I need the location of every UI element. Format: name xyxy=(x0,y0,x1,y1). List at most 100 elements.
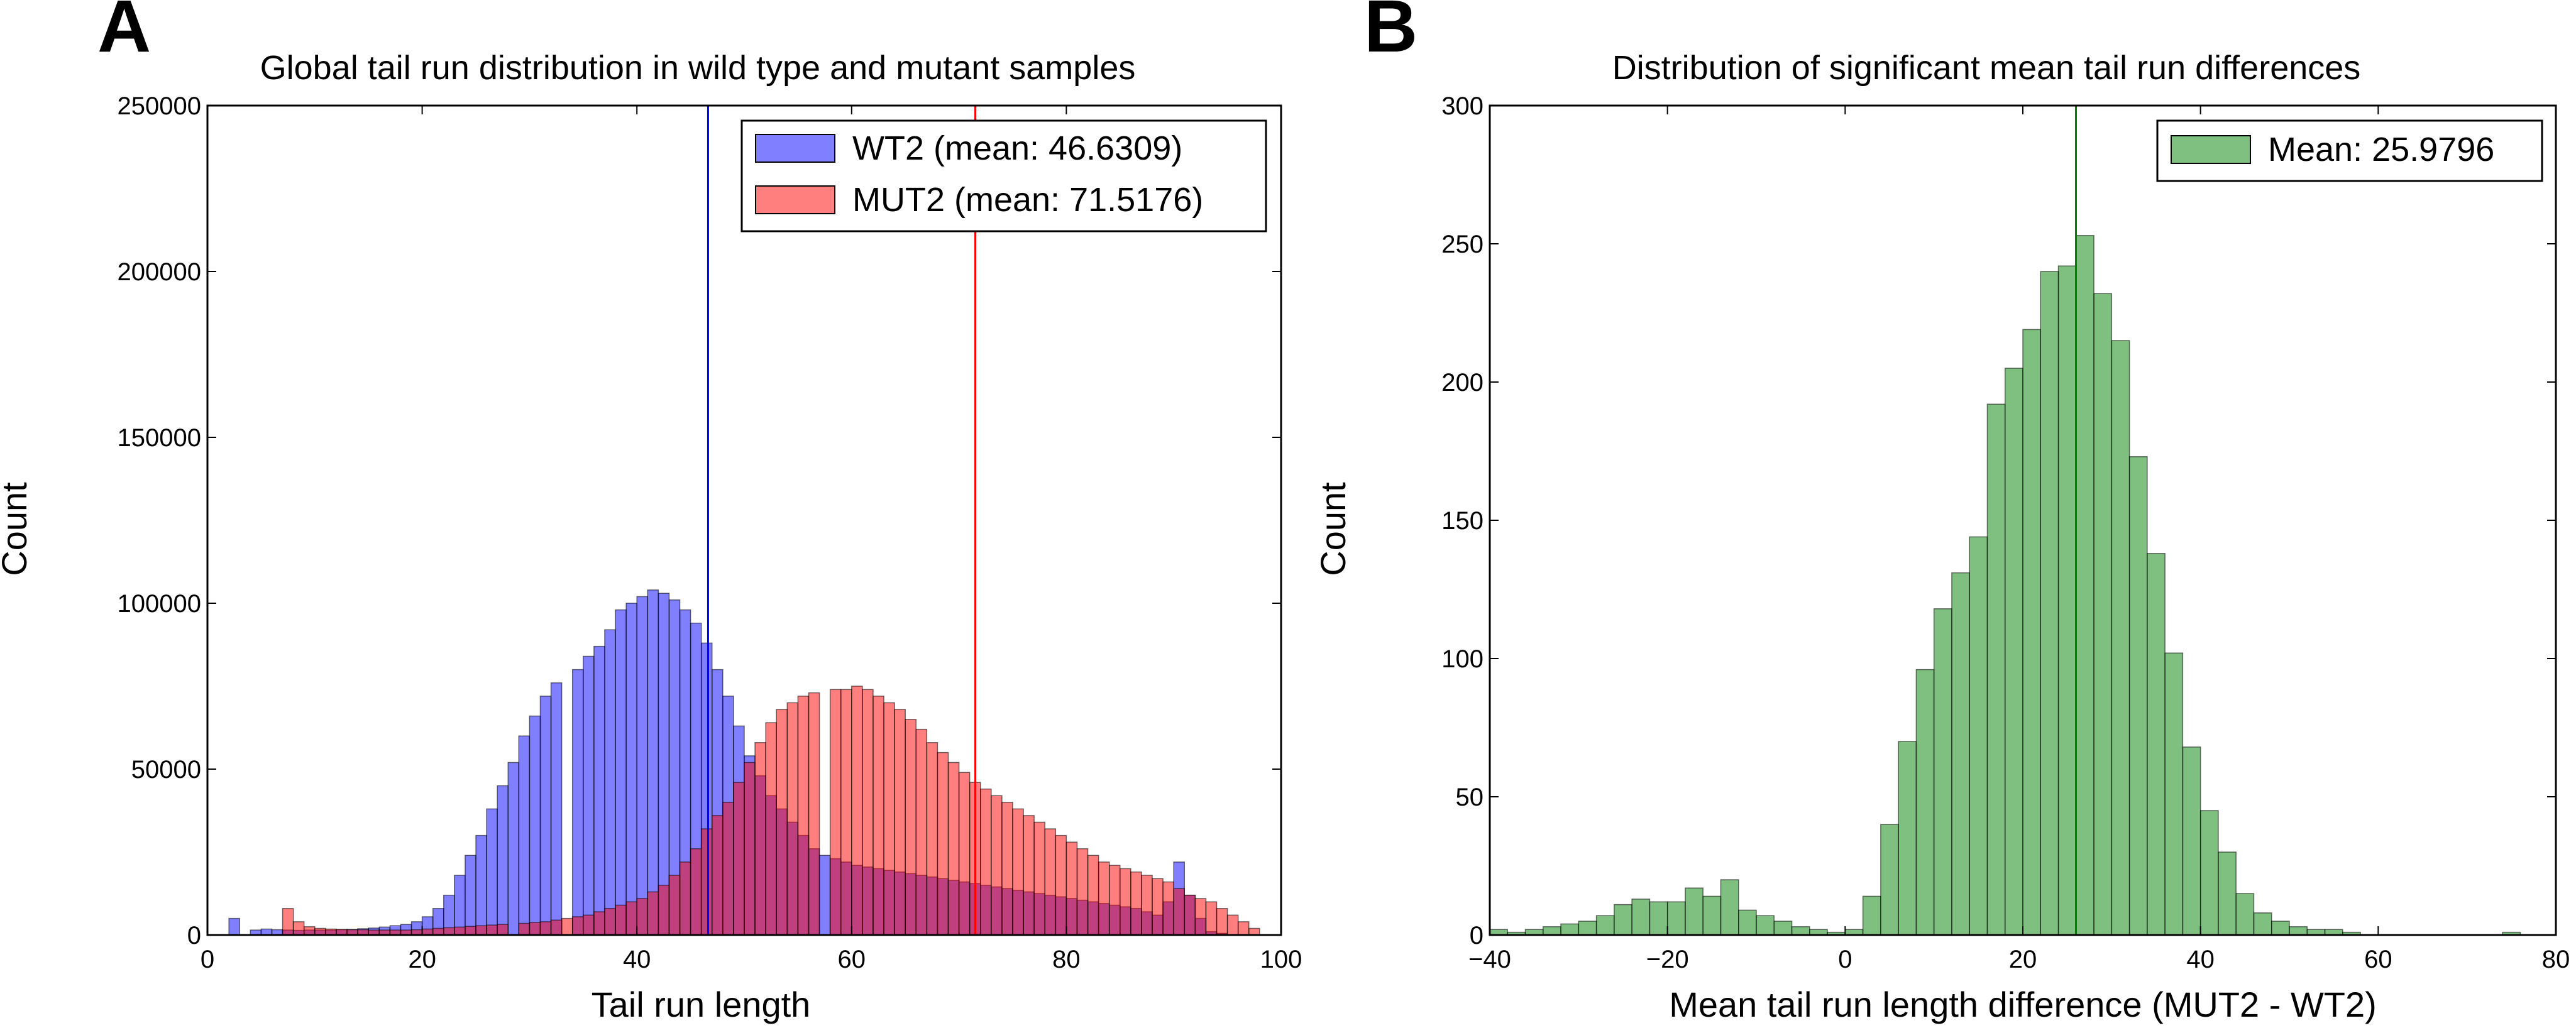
bar-mean-32 xyxy=(2057,265,2077,936)
y-tick-label: 50 xyxy=(1456,784,1484,811)
bar-mut2-31 xyxy=(561,917,573,936)
bar-mut2-23 xyxy=(475,925,487,936)
bar-mut2-66 xyxy=(937,752,949,936)
bar-wt2-55 xyxy=(818,855,831,936)
y-tick-label: 200 xyxy=(1441,369,1483,396)
x-tick-label: 20 xyxy=(408,946,436,973)
bar-mut2-64 xyxy=(915,728,928,936)
bar-mean-35 xyxy=(2111,340,2130,936)
y-tick-label: 150 xyxy=(1441,507,1483,535)
panel-a-legend: WT2 (mean: 46.6309) MUT2 (mean: 71.5176) xyxy=(740,119,1267,232)
panel-a-x-axis-label: Tail run length xyxy=(592,985,811,1024)
bar-mut2-51 xyxy=(776,709,788,936)
bar-mut2-50 xyxy=(765,722,777,936)
bar-wt2-36 xyxy=(615,609,627,936)
bar-wt2-21 xyxy=(454,875,466,936)
bar-wt2-23 xyxy=(475,834,487,936)
bar-mean-37 xyxy=(2147,553,2166,936)
bar-mut2-7 xyxy=(303,926,316,936)
bar-mut2-87 xyxy=(1162,881,1174,936)
bar-mean-40 xyxy=(2199,810,2219,936)
panel-b-y-ticks: 0 50 100 150 200 250 300 xyxy=(1441,92,2556,949)
bar-mut2-76 xyxy=(1044,828,1057,936)
bar-mean-3 xyxy=(1543,926,1561,936)
bar-wt2-30 xyxy=(550,682,563,936)
bar-mut2-22 xyxy=(465,926,476,936)
bar-mut2-56 xyxy=(829,689,842,936)
bar-mut2-91 xyxy=(1205,901,1218,936)
bar-mut2-83 xyxy=(1120,868,1131,936)
bar-mean-22 xyxy=(1880,824,1899,936)
bar-mut2-70 xyxy=(980,788,992,936)
bar-mut2-40 xyxy=(658,885,670,936)
bar-mean-21 xyxy=(1862,895,1881,936)
bar-wt2-39 xyxy=(647,589,659,936)
bar-mut2-5 xyxy=(282,908,294,936)
bar-mut2-78 xyxy=(1065,841,1078,936)
bar-wt2-28 xyxy=(529,715,541,936)
bar-mut2-6 xyxy=(292,921,305,936)
bar-mut2-62 xyxy=(894,709,906,936)
bar-mut2-25 xyxy=(497,924,509,936)
bar-mut2-19 xyxy=(432,927,444,936)
bar-mut2-93 xyxy=(1226,914,1239,936)
legend-swatch-mean xyxy=(2171,135,2251,164)
panel-a-plot-frame xyxy=(206,104,1282,936)
x-tick-label: 20 xyxy=(2009,946,2037,973)
bar-mean-38 xyxy=(2164,652,2184,936)
y-tick-label: 250 xyxy=(1441,231,1483,258)
bar-wt2-24 xyxy=(486,808,498,936)
panel-b-x-axis-label: Mean tail run length difference (MUT2 - … xyxy=(1669,985,2377,1024)
y-tick-label: 0 xyxy=(187,922,201,949)
bar-mut2-57 xyxy=(840,689,852,936)
bar-wt2-25 xyxy=(497,785,509,936)
bar-wt2-26 xyxy=(507,762,520,936)
bar-mut2-20 xyxy=(443,927,455,936)
bar-mut2-88 xyxy=(1173,888,1186,936)
bar-mean-16 xyxy=(1773,921,1793,936)
panel-a-mean-lines xyxy=(707,106,977,935)
bar-mean-4 xyxy=(1560,923,1580,936)
bar-mean-14 xyxy=(1737,909,1757,936)
bar-mut2-48 xyxy=(744,762,756,936)
bar-mean-29 xyxy=(2004,368,2023,936)
x-tick-label: 0 xyxy=(1838,946,1852,973)
bar-wt2-38 xyxy=(636,596,649,936)
bar-mut2-68 xyxy=(958,772,971,936)
x-tick-label: 80 xyxy=(2542,946,2570,973)
bar-mean-5 xyxy=(1578,921,1597,936)
bar-mean-42 xyxy=(2235,893,2255,936)
panel-a-bars xyxy=(228,589,1260,936)
bar-mut2-24 xyxy=(486,924,498,936)
y-tick-label: 150000 xyxy=(118,424,201,452)
bar-mean-7 xyxy=(1614,904,1632,936)
bar-mut2-58 xyxy=(851,686,863,936)
bar-mut2-45 xyxy=(712,815,724,936)
y-tick-label: 200000 xyxy=(118,258,201,286)
bar-mean-25 xyxy=(1933,608,1952,936)
bar-mut2-32 xyxy=(571,916,584,936)
y-tick-label: 0 xyxy=(1470,922,1483,949)
bar-mean-26 xyxy=(1951,572,1970,936)
bar-mut2-84 xyxy=(1130,871,1142,936)
bar-mean-31 xyxy=(2040,271,2059,936)
bar-mut2-36 xyxy=(615,904,627,936)
bar-mut2-21 xyxy=(454,926,466,936)
x-tick-label: 40 xyxy=(623,946,651,973)
bar-mean-23 xyxy=(1898,741,1917,936)
panel-b-x-ticks: −40 −20 0 20 40 60 80 xyxy=(1468,106,2570,973)
bar-mut2-71 xyxy=(991,795,1003,936)
bar-mut2-94 xyxy=(1237,921,1250,936)
bar-wt2-33 xyxy=(583,655,595,936)
panel-b-letter: B xyxy=(1364,0,1417,68)
bar-wt2-32 xyxy=(571,669,584,936)
bar-wt2-27 xyxy=(518,735,531,936)
bar-wt2-35 xyxy=(604,629,616,936)
x-tick-label: 0 xyxy=(201,946,214,973)
bar-wt2-37 xyxy=(625,603,637,936)
bar-mut2-37 xyxy=(625,901,637,936)
y-tick-label: 50000 xyxy=(131,756,201,784)
bar-mean-13 xyxy=(1720,879,1739,936)
y-tick-label: 100000 xyxy=(118,590,201,618)
